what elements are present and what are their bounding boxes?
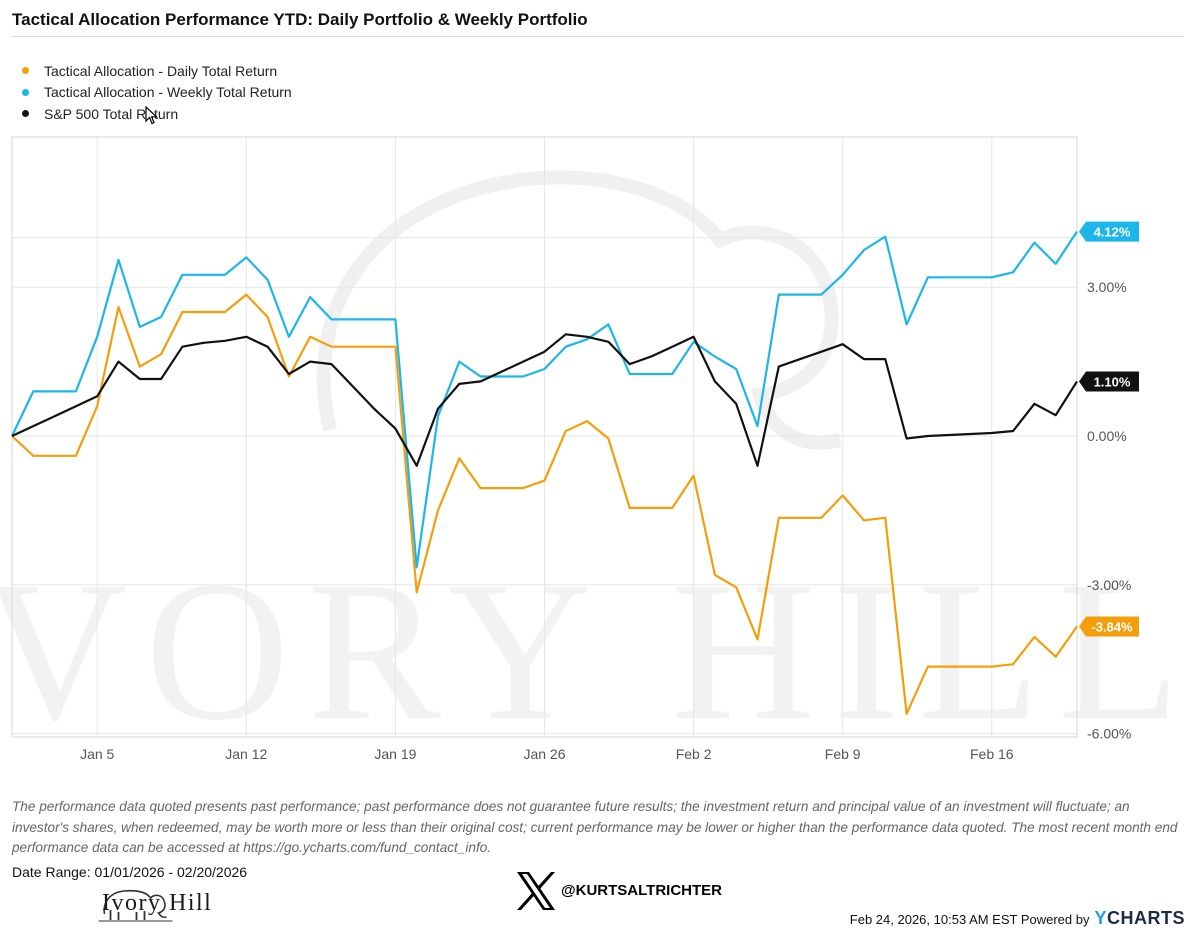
line-chart: IVORY HILL Jan 5 Jan 12 Jan 19 Jan 26 Feb 2 F… <box>0 136 1195 762</box>
y-tick-label: 3.00% <box>1087 279 1127 295</box>
end-label-sp500: 1.10% <box>1079 371 1139 392</box>
x-tick-label: Jan 5 <box>80 746 114 762</box>
legend-item-sp500[interactable]: S&P 500 Total Return <box>22 103 292 125</box>
legend-dot-sp500 <box>22 110 29 118</box>
chart-grid <box>12 137 1077 737</box>
ivory-hill-logo-text: Ivory Hill <box>102 890 213 916</box>
legend-item-daily[interactable]: Tactical Allocation - Daily Total Return <box>22 60 292 82</box>
end-label-text: 1.10% <box>1094 374 1131 389</box>
end-label-flag <box>1079 616 1139 637</box>
title-divider <box>12 36 1184 37</box>
x-tick-label: Jan 19 <box>374 746 416 762</box>
legend-label-daily: Tactical Allocation - Daily Total Return <box>44 62 278 79</box>
date-range: Date Range: 01/01/2026 - 02/20/2026 <box>12 864 248 880</box>
x-tick-label: Feb 2 <box>676 746 712 762</box>
x-tick-label: Jan 12 <box>225 746 267 762</box>
x-tick-label: Jan 26 <box>523 746 565 762</box>
series-line-sp500 <box>11 333 1078 467</box>
ycharts-logo[interactable]: YCHARTS <box>1094 908 1185 929</box>
performance-disclaimer: The performance data quoted presents pas… <box>12 799 1178 855</box>
legend-item-weekly[interactable]: Tactical Allocation - Weekly Total Retur… <box>22 82 292 104</box>
ycharts-logo-y: Y <box>1094 908 1107 928</box>
legend-label-weekly: Tactical Allocation - Weekly Total Retur… <box>44 84 292 101</box>
ivory-hill-elephant-icon <box>98 889 173 922</box>
end-label-weekly: 4.12% <box>1079 221 1139 242</box>
mouse-cursor-icon <box>145 106 159 125</box>
social-handle[interactable]: @KURTSALTRICHTER <box>561 882 723 899</box>
y-tick-label: 0.00% <box>1087 428 1127 444</box>
end-label-flag <box>1079 371 1139 392</box>
legend-dot-weekly <box>22 88 29 96</box>
watermark-text: IVORY HILL <box>0 541 1195 762</box>
y-tick-label: -3.00% <box>1087 577 1131 593</box>
y-tick-label: -6.00% <box>1087 726 1131 742</box>
ycharts-logo-rest: CHARTS <box>1107 908 1185 928</box>
footer-attribution: Feb 24, 2026, 10:53 AM EST Powered by YC… <box>850 908 1185 929</box>
series-line-weekly <box>11 230 1078 569</box>
end-label-daily: -3.84% <box>1079 616 1139 637</box>
watermark: IVORY HILL <box>0 170 1195 762</box>
legend-label-sp500: S&P 500 Total Return <box>44 105 179 122</box>
watermark-elephant-icon <box>316 170 842 450</box>
footer-timestamp: Feb 24, 2026, 10:53 AM EST Powered by <box>849 912 1090 927</box>
y-axis: 3.00% 0.00% -3.00% -6.00% <box>1087 279 1131 741</box>
legend-dot-daily <box>22 67 29 75</box>
end-label-flag <box>1079 221 1139 242</box>
end-labels: -3.84% 4.12% 1.10% <box>1079 221 1139 637</box>
x-logo-icon <box>517 872 555 910</box>
series-line-daily <box>11 293 1078 715</box>
end-label-text: -3.84% <box>1091 619 1133 634</box>
x-axis: Jan 5 Jan 12 Jan 19 Jan 26 Feb 2 Feb 9 Feb 16 <box>80 746 1014 762</box>
legend: Tactical Allocation - Daily Total Return… <box>22 60 292 125</box>
series-layer <box>11 230 1078 715</box>
x-tick-label: Feb 9 <box>825 746 861 762</box>
x-tick-label: Feb 16 <box>970 746 1014 762</box>
end-label-text: 4.12% <box>1094 225 1131 240</box>
chart-title: Tactical Allocation Performance YTD: Dai… <box>12 10 588 29</box>
